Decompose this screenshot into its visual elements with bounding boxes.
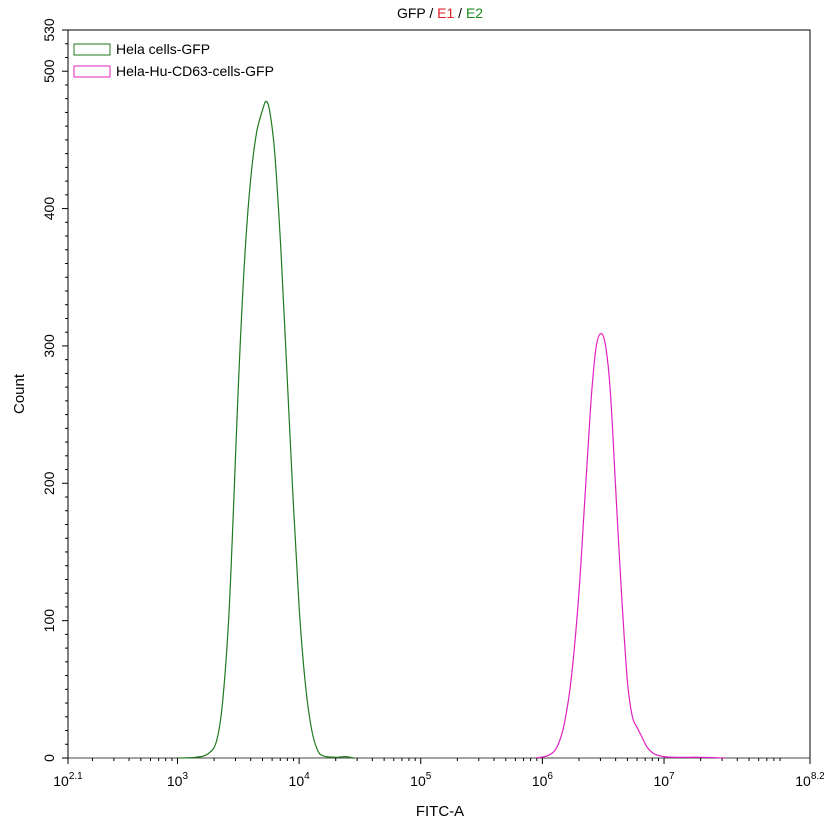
legend-label-0: Hela cells-GFP bbox=[116, 41, 210, 57]
series-line-1 bbox=[536, 332, 725, 759]
legend-swatch-1 bbox=[73, 65, 111, 78]
x-tick-base: 10 bbox=[795, 773, 811, 789]
x-tick-exponent: 4 bbox=[304, 771, 310, 782]
x-tick-exponent: 8.2 bbox=[811, 771, 824, 782]
x-tick-base: 10 bbox=[532, 773, 548, 789]
legend: Hela cells-GFP Hela-Hu-CD63-cells-GFP bbox=[73, 41, 274, 79]
x-tick-base: 10 bbox=[53, 773, 69, 789]
y-axis: 0 100 200 300 400 500 530 bbox=[41, 18, 68, 762]
y-tick-label: 100 bbox=[41, 609, 57, 633]
x-tick-label: 105 bbox=[410, 771, 432, 789]
x-tick-exponent: 6 bbox=[547, 771, 553, 782]
title-part-1: / bbox=[425, 5, 437, 21]
title-part-0: GFP bbox=[397, 5, 426, 21]
x-tick-base: 10 bbox=[289, 773, 305, 789]
x-tick-label: 104 bbox=[289, 771, 311, 789]
chart-title: GFP / E1 / E2 bbox=[397, 5, 483, 21]
y-tick-label: 500 bbox=[41, 59, 57, 83]
series-layer bbox=[68, 100, 810, 759]
x-tick-exponent: 7 bbox=[669, 771, 675, 782]
legend-swatch-0 bbox=[73, 43, 111, 56]
x-tick-label: 106 bbox=[532, 771, 554, 789]
x-tick-base: 10 bbox=[653, 773, 669, 789]
y-tick-label: 300 bbox=[41, 334, 57, 358]
plot-area-frame bbox=[67, 29, 811, 759]
y-tick-label: 400 bbox=[41, 197, 57, 221]
x-tick-base: 10 bbox=[167, 773, 183, 789]
x-tick-label: 102.1 bbox=[53, 771, 83, 789]
x-tick-exponent: 2.1 bbox=[69, 771, 83, 782]
x-tick-exponent: 5 bbox=[426, 771, 432, 782]
y-axis-title: Count bbox=[11, 373, 28, 414]
x-tick-base: 10 bbox=[410, 773, 426, 789]
x-tick-exponent: 3 bbox=[182, 771, 188, 782]
title-part-2: E1 bbox=[437, 5, 454, 21]
x-axis: 102.1 103 104 105 106 107 108.2 bbox=[53, 758, 824, 789]
title-part-4: E2 bbox=[466, 5, 483, 21]
y-tick-label: 0 bbox=[41, 754, 57, 762]
legend-label-1: Hela-Hu-CD63-cells-GFP bbox=[116, 63, 274, 79]
title-part-3: / bbox=[454, 5, 466, 21]
x-tick-label: 107 bbox=[653, 771, 675, 789]
x-axis-title: FITC-A bbox=[416, 803, 464, 820]
series-line-0 bbox=[177, 100, 354, 759]
x-tick-label: 103 bbox=[167, 771, 189, 789]
y-tick-label: 530 bbox=[41, 18, 57, 42]
x-tick-label: 108.2 bbox=[795, 771, 824, 789]
y-tick-label: 200 bbox=[41, 471, 57, 495]
